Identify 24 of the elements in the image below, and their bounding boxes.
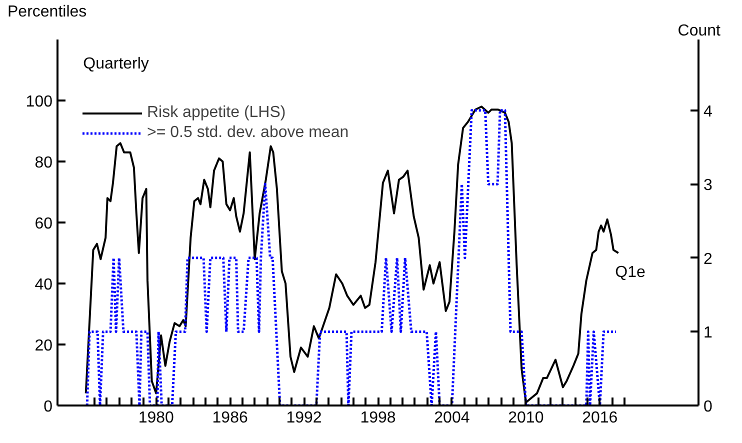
x-tick-label: 2004 xyxy=(434,410,470,426)
y-tick-label: 100 xyxy=(26,94,53,110)
y2-tick-label: 1 xyxy=(704,324,712,342)
y2-tick-label: 3 xyxy=(704,177,712,194)
x-tick-label: 1980 xyxy=(138,410,174,426)
y-tick-label: 60 xyxy=(34,216,53,232)
x-tick-label: 2010 xyxy=(508,410,544,426)
x-tick-label: 2016 xyxy=(582,410,618,426)
annotation: Quarterly xyxy=(83,55,149,72)
y-tick-label: 20 xyxy=(34,338,53,354)
y-tick-label: 0 xyxy=(44,398,53,416)
y-tick-label: 40 xyxy=(34,276,53,294)
y2-tick-label: 0 xyxy=(704,398,712,416)
legend-label: >= 0.5 std. dev. above mean xyxy=(147,124,349,142)
x-tick-label: 1998 xyxy=(360,410,396,426)
y-axis-title: Percentiles xyxy=(8,4,87,20)
legend-label: Risk appetite (LHS) xyxy=(147,104,286,122)
annotation: Q1e xyxy=(615,264,646,282)
y-tick-label: 80 xyxy=(34,154,53,172)
y2-tick-label: 2 xyxy=(704,250,712,268)
y2-axis-title: Count xyxy=(678,22,722,40)
x-tick-label: 1992 xyxy=(286,410,322,426)
x-tick-label: 1986 xyxy=(212,410,248,426)
y2-tick-label: 4 xyxy=(704,103,712,120)
